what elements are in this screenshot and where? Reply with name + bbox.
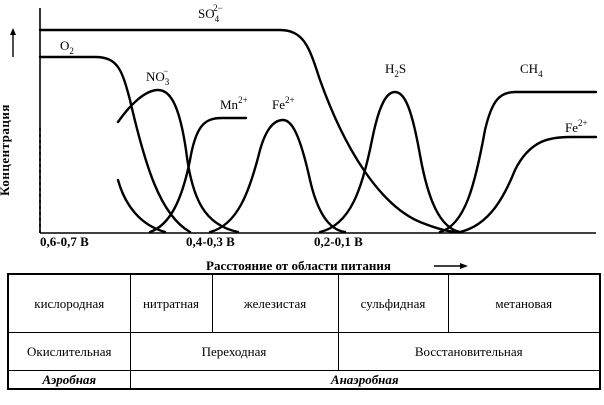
x-tick-0: 0,6-0,7 B xyxy=(40,234,89,249)
svg-text:Mn2+: Mn2+ xyxy=(220,95,248,112)
x-axis-arrow-icon xyxy=(434,263,468,269)
zone-iron: железистая xyxy=(211,273,339,333)
label-mn: Mn2+ xyxy=(220,95,248,112)
label-ch4: CH4 xyxy=(520,61,543,79)
redox-row: Окислительная Переходная Восстановительн… xyxy=(7,332,601,371)
curve-h2s xyxy=(318,90,462,234)
label-fe-mid: Fe2+ xyxy=(272,95,295,112)
curve-ch4 xyxy=(438,90,598,234)
label-o2: O2 xyxy=(60,38,74,56)
zone-oxygen: кислородная xyxy=(7,273,131,333)
curve-mn xyxy=(148,116,248,234)
curve-no3 xyxy=(116,88,240,234)
zone-nitrate: нитратная xyxy=(129,273,213,333)
label-h2s: H2S xyxy=(385,61,406,79)
y-axis-label-wrap: Концентрация xyxy=(0,84,12,214)
curve-no3-left-tail xyxy=(116,178,167,234)
label-so4: SO42− xyxy=(198,3,223,24)
zone-sulfide: сульфидная xyxy=(337,273,449,333)
label-fe-right: Fe2+ xyxy=(565,118,588,135)
redox-transitional: Переходная xyxy=(129,332,339,371)
regime-anaerobic: Анаэробная xyxy=(129,370,601,390)
svg-text:H2S: H2S xyxy=(385,61,406,79)
svg-text:Fe2+: Fe2+ xyxy=(565,118,588,135)
label-no3: NO3− xyxy=(146,66,170,87)
curve-so4 xyxy=(38,28,460,234)
redox-reducing: Восстановительная xyxy=(337,332,601,371)
regime-row: Аэробная Анаэробная xyxy=(7,370,601,390)
x-tick-2: 0,2-0,1 B xyxy=(314,234,363,249)
y-axis-label: Концентрация xyxy=(0,104,12,196)
regime-aerobic: Аэробная xyxy=(7,370,131,390)
curve-fe-mid xyxy=(208,118,347,234)
zone-methane: метановая xyxy=(447,273,601,333)
curve-fe-right xyxy=(458,135,598,234)
zones-row: кислородная нитратная железистая сульфид… xyxy=(7,273,601,333)
x-tick-1: 0,4-0,3 B xyxy=(186,234,235,249)
x-axis-label: Расстояние от области питания xyxy=(206,258,391,273)
y-axis-arrow-icon xyxy=(10,28,16,57)
svg-text:SO42−: SO42− xyxy=(198,3,223,24)
zones-table: кислородная нитратная железистая сульфид… xyxy=(7,273,601,390)
svg-text:O2: O2 xyxy=(60,38,74,56)
curve-o2 xyxy=(38,55,192,234)
svg-text:NO3−: NO3− xyxy=(146,66,170,87)
svg-text:Fe2+: Fe2+ xyxy=(272,95,295,112)
concentration-diagram: SO42− O2 NO3− Mn2+ Fe2+ H2S CH4 Fe2+ xyxy=(38,3,598,234)
redox-oxidizing: Окислительная xyxy=(7,332,131,371)
svg-text:CH4: CH4 xyxy=(520,61,543,79)
